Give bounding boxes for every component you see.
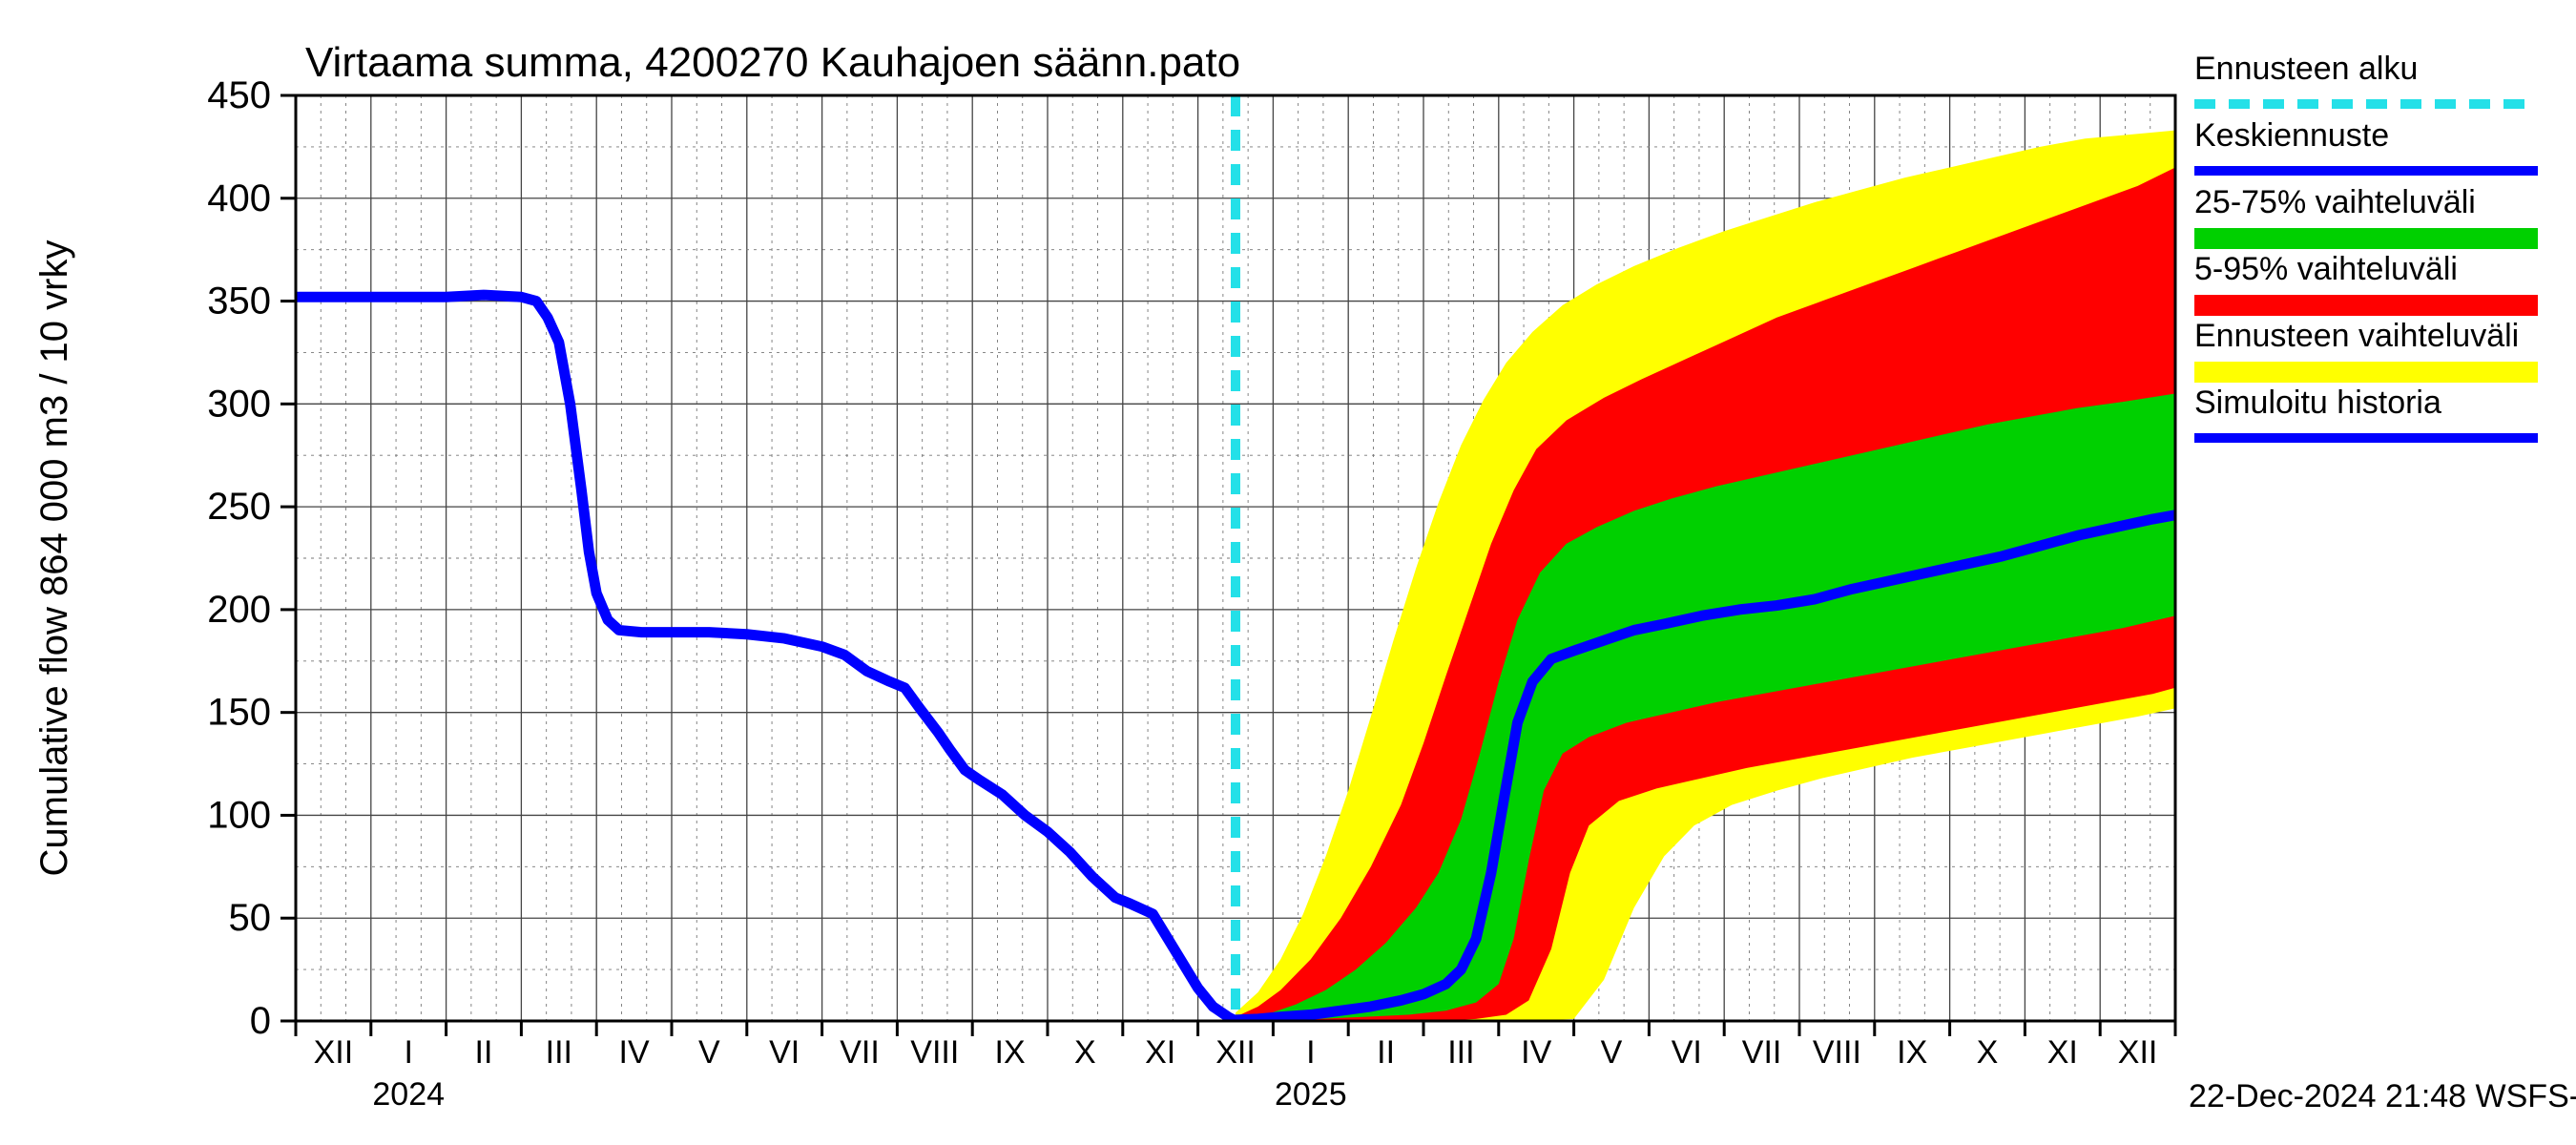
legend-swatch bbox=[2194, 228, 2538, 249]
x-month-label: IV bbox=[619, 1034, 650, 1071]
y-axis-label: Cumulative flow 864 000 m3 / 10 vrky bbox=[33, 240, 75, 877]
x-month-label: VI bbox=[1672, 1034, 1702, 1071]
x-month-label: VI bbox=[769, 1034, 800, 1071]
y-tick-label: 250 bbox=[207, 486, 271, 528]
x-year-label: 2024 bbox=[372, 1076, 445, 1113]
x-month-label: XI bbox=[2047, 1034, 2078, 1071]
chart-title: Virtaama summa, 4200270 Kauhajoen säänn.… bbox=[305, 39, 1240, 86]
x-year-label: 2025 bbox=[1275, 1076, 1347, 1113]
x-month-label: VIII bbox=[910, 1034, 959, 1071]
x-month-label: V bbox=[698, 1034, 720, 1071]
chart-container: 050100150200250300350400450XIIIIIIIIIVVV… bbox=[0, 0, 2576, 1145]
x-month-label: I bbox=[1306, 1034, 1315, 1071]
x-month-label: III bbox=[546, 1034, 572, 1071]
legend-label: Keskiennuste bbox=[2194, 117, 2389, 154]
x-month-label: V bbox=[1601, 1034, 1623, 1071]
legend: Ennusteen alku Keskiennuste 25-75% vaihtel… bbox=[2194, 51, 2538, 438]
legend-swatch bbox=[2194, 295, 2538, 316]
legend-label: Simuloitu historia bbox=[2194, 385, 2441, 421]
x-month-label: VIII bbox=[1813, 1034, 1861, 1071]
y-tick-label: 350 bbox=[207, 281, 271, 323]
x-month-label: VII bbox=[840, 1034, 880, 1071]
y-tick-label: 150 bbox=[207, 692, 271, 734]
forecast-chart: 050100150200250300350400450XIIIIIIIIIVVV… bbox=[0, 0, 2576, 1145]
y-tick-label: 100 bbox=[207, 794, 271, 836]
x-month-label: IX bbox=[1897, 1034, 1927, 1071]
x-month-label: X bbox=[1977, 1034, 1999, 1071]
x-month-label: XII bbox=[1215, 1034, 1256, 1071]
x-month-label: XII bbox=[314, 1034, 354, 1071]
y-tick-label: 200 bbox=[207, 589, 271, 631]
x-month-label: IX bbox=[995, 1034, 1026, 1071]
x-month-label: VII bbox=[1742, 1034, 1782, 1071]
legend-label: Ennusteen alku bbox=[2194, 51, 2418, 87]
legend-swatch bbox=[2194, 362, 2538, 383]
footer-timestamp: 22-Dec-2024 21:48 WSFS-O bbox=[2189, 1078, 2576, 1114]
x-month-label: II bbox=[475, 1034, 493, 1071]
x-month-label: XI bbox=[1145, 1034, 1175, 1071]
legend-label: Ennusteen vaihteluväli bbox=[2194, 318, 2519, 354]
y-tick-label: 50 bbox=[229, 897, 272, 939]
x-month-label: I bbox=[404, 1034, 412, 1071]
y-tick-label: 300 bbox=[207, 383, 271, 425]
x-month-label: IV bbox=[1521, 1034, 1551, 1071]
x-month-label: III bbox=[1447, 1034, 1474, 1071]
x-month-label: XII bbox=[2118, 1034, 2158, 1071]
legend-label: 5-95% vaihteluväli bbox=[2194, 251, 2458, 287]
y-tick-label: 0 bbox=[250, 1000, 271, 1042]
y-tick-label: 450 bbox=[207, 74, 271, 116]
x-month-label: X bbox=[1074, 1034, 1096, 1071]
x-month-label: II bbox=[1377, 1034, 1395, 1071]
y-tick-label: 400 bbox=[207, 177, 271, 219]
legend-label: 25-75% vaihteluväli bbox=[2194, 184, 2476, 220]
